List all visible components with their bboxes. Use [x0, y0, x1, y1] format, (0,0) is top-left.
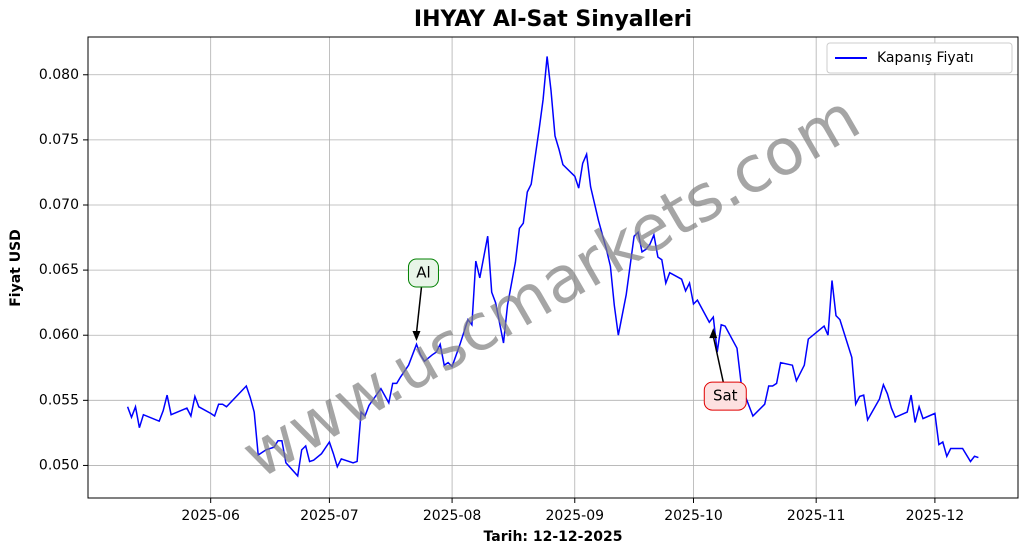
- annotation-box: [703, 381, 747, 411]
- legend-box: [826, 42, 1013, 74]
- x-tick-label: 2025-11: [787, 508, 846, 524]
- x-axis-label: Tarih: 12-12-2025: [484, 529, 623, 545]
- price-line: [126, 56, 979, 478]
- annotation-arrowhead: [709, 328, 718, 339]
- annotation-label: Al: [416, 264, 430, 282]
- chart-title: IHYAY Al-Sat Sinyalleri: [414, 7, 692, 32]
- watermark: www.uscmarkets.com: [231, 80, 873, 493]
- y-tick-label: 0.080: [39, 67, 79, 83]
- annotation-arrow: [415, 286, 423, 334]
- legend-label: Kapanış Fiyatı: [877, 50, 974, 66]
- annotation-arrowhead: [412, 331, 421, 342]
- y-tick-label: 0.070: [39, 197, 79, 213]
- y-tick-label: 0.060: [39, 327, 79, 343]
- annotation-label: Sat: [713, 387, 738, 405]
- x-tick-label: 2025-10: [664, 508, 723, 524]
- y-tick-label: 0.065: [39, 262, 79, 278]
- y-tick-label: 0.075: [39, 132, 79, 148]
- plot-frame: [87, 36, 1019, 499]
- y-axis-label: Fiyat USD: [8, 229, 24, 307]
- annotation-box: [407, 258, 439, 288]
- x-tick-label: 2025-09: [546, 508, 605, 524]
- x-tick-label: 2025-07: [300, 508, 359, 524]
- y-tick-label: 0.055: [39, 392, 79, 408]
- x-tick-label: 2025-12: [906, 508, 965, 524]
- x-tick-label: 2025-08: [423, 508, 482, 524]
- x-tick-label: 2025-06: [181, 508, 240, 524]
- y-tick-label: 0.050: [39, 457, 79, 473]
- annotation-arrow: [712, 335, 725, 383]
